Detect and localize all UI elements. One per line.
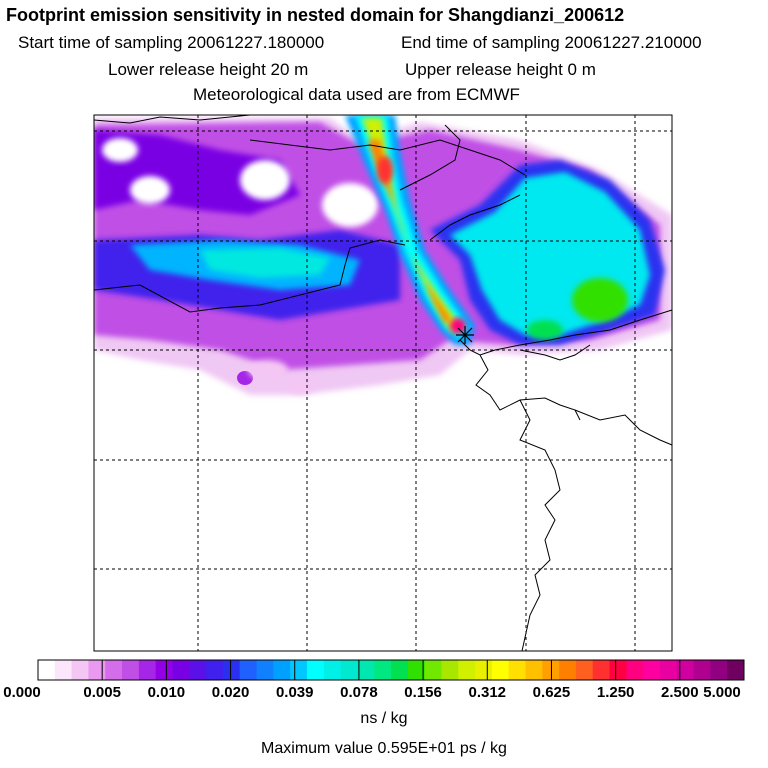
graticule: [94, 115, 672, 651]
met-data-label: Meteorological data used are from ECMWF: [193, 85, 520, 104]
colorbar-tick-label: 0.039: [275, 684, 314, 701]
colorbar-cell: [306, 660, 325, 680]
colorbar-cell: [374, 660, 392, 680]
page-title: Footprint emission sensitivity in nested…: [6, 5, 625, 25]
colorbar-tick-label: 0.000: [3, 684, 41, 701]
colorbar-cell: [239, 660, 258, 680]
colorbar-cell: [643, 660, 661, 680]
colorbar-cell: [626, 660, 644, 680]
colorbar-tick-label: 2.500: [661, 684, 699, 701]
colorbar-cell: [391, 660, 409, 680]
colorbar-tick-label: 1.250: [596, 684, 635, 701]
colorbar-cell: [592, 660, 611, 680]
colorbar-cell: [525, 660, 543, 680]
colorbar-cell: [88, 660, 106, 680]
colorbar-cell: [273, 660, 291, 680]
colorbar-cell: [710, 660, 728, 680]
colorbar-cell: [38, 660, 56, 680]
colorbar-cell: [206, 660, 224, 680]
colorbar-tick-label: 0.078: [340, 684, 378, 701]
colorbar-cell: [676, 660, 695, 680]
colorbar-cell: [458, 660, 476, 680]
colorbar-cell: [71, 660, 89, 680]
colorbar-cell: [491, 660, 510, 680]
colorbar-cell: [222, 660, 241, 680]
colorbar-tick-label: 0.625: [532, 684, 571, 701]
colorbar-frame: [37, 659, 745, 681]
colorbar-cell: [357, 660, 375, 680]
map-frame: [93, 114, 673, 652]
upper-release-height-label: Upper release height 0 m: [405, 60, 596, 79]
colorbar-cell: [122, 660, 140, 680]
colorbar-unit: ns / kg: [360, 710, 408, 727]
colorbar-cell: [475, 660, 493, 680]
colorbar-tick-label: 0.156: [404, 684, 442, 701]
start-time-label: Start time of sampling 20061227.180000: [18, 33, 325, 52]
lower-release-height-label: Lower release height 20 m: [108, 60, 309, 79]
colorbar-cell: [323, 660, 342, 680]
colorbar-cell: [508, 660, 526, 680]
colorbar-cell: [559, 660, 577, 680]
colorbar-cell: [659, 660, 678, 680]
receptor-marker: [456, 326, 474, 344]
coastlines: [93, 114, 673, 652]
end-time-label: End time of sampling 20061227.210000: [401, 33, 702, 52]
colorbar-cell: [542, 660, 560, 680]
colorbar-tick-label: 0.020: [211, 684, 250, 701]
colorbar-cell: [441, 660, 459, 680]
colorbar-tick-label: 5.000: [703, 684, 741, 701]
colorbar-tick-label: 0.312: [468, 684, 507, 701]
colorbar-cell: [693, 660, 711, 680]
colorbar-cell: [290, 660, 308, 680]
colorbar-cell: [340, 660, 358, 680]
colorbar-cell: [54, 660, 73, 680]
colorbar-cell: [575, 660, 594, 680]
colorbar-cell: [138, 660, 157, 680]
colorbar-cell: [105, 660, 123, 680]
colorbar-tick-label: 0.005: [83, 684, 121, 701]
colorbar-cell: [609, 660, 627, 680]
colorbar-cell: [424, 660, 442, 680]
colorbar-tick-label: 0.010: [147, 684, 186, 701]
colorbar-cell: [155, 660, 173, 680]
colorbar-cell: [727, 660, 745, 680]
colorbar-cell: [189, 660, 207, 680]
maximum-value-label: Maximum value 0.595E+01 ps / kg: [261, 740, 507, 757]
colorbar-cell: [172, 660, 190, 680]
colorbar-cell: [256, 660, 274, 680]
sensitivity-field: [94, 115, 672, 395]
colorbar-cell: [407, 660, 426, 680]
